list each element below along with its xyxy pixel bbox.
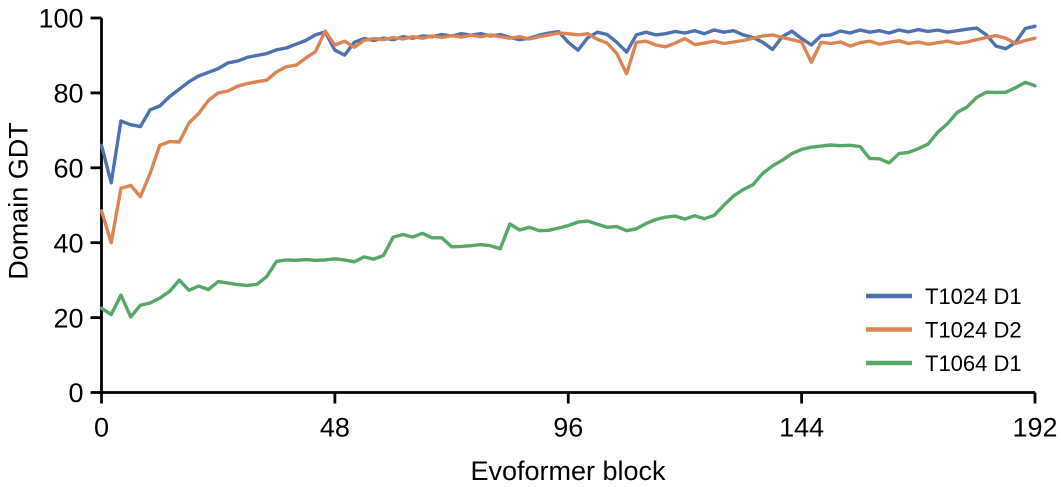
- series-line-T1064-D1: [99, 80, 1037, 319]
- series-line-T1024-D1: [99, 24, 1037, 185]
- y-tick-label-100: 100: [38, 4, 83, 34]
- y-tick-label-20: 20: [53, 303, 83, 333]
- x-tick-label-192: 192: [1012, 413, 1057, 443]
- x-tick-label-96: 96: [553, 413, 583, 443]
- legend-label-T1064-D1: T1064 D1: [925, 351, 1022, 376]
- y-tick-label-40: 40: [53, 228, 83, 258]
- series-line-T1024-D2: [99, 29, 1037, 245]
- x-axis-label: Evoformer block: [470, 456, 666, 486]
- legend-label-T1024-D1: T1024 D1: [925, 284, 1022, 309]
- x-tick-label-144: 144: [779, 413, 824, 443]
- x-tick-label-48: 48: [320, 413, 350, 443]
- y-tick-label-0: 0: [68, 378, 83, 408]
- y-axis-label: Domain GDT: [3, 122, 34, 280]
- y-tick-label-80: 80: [53, 79, 83, 109]
- x-tick-label-0: 0: [94, 413, 109, 443]
- y-tick-label-60: 60: [53, 154, 83, 184]
- axis-spines: [100, 18, 1035, 394]
- legend-label-T1024-D2: T1024 D2: [925, 317, 1022, 342]
